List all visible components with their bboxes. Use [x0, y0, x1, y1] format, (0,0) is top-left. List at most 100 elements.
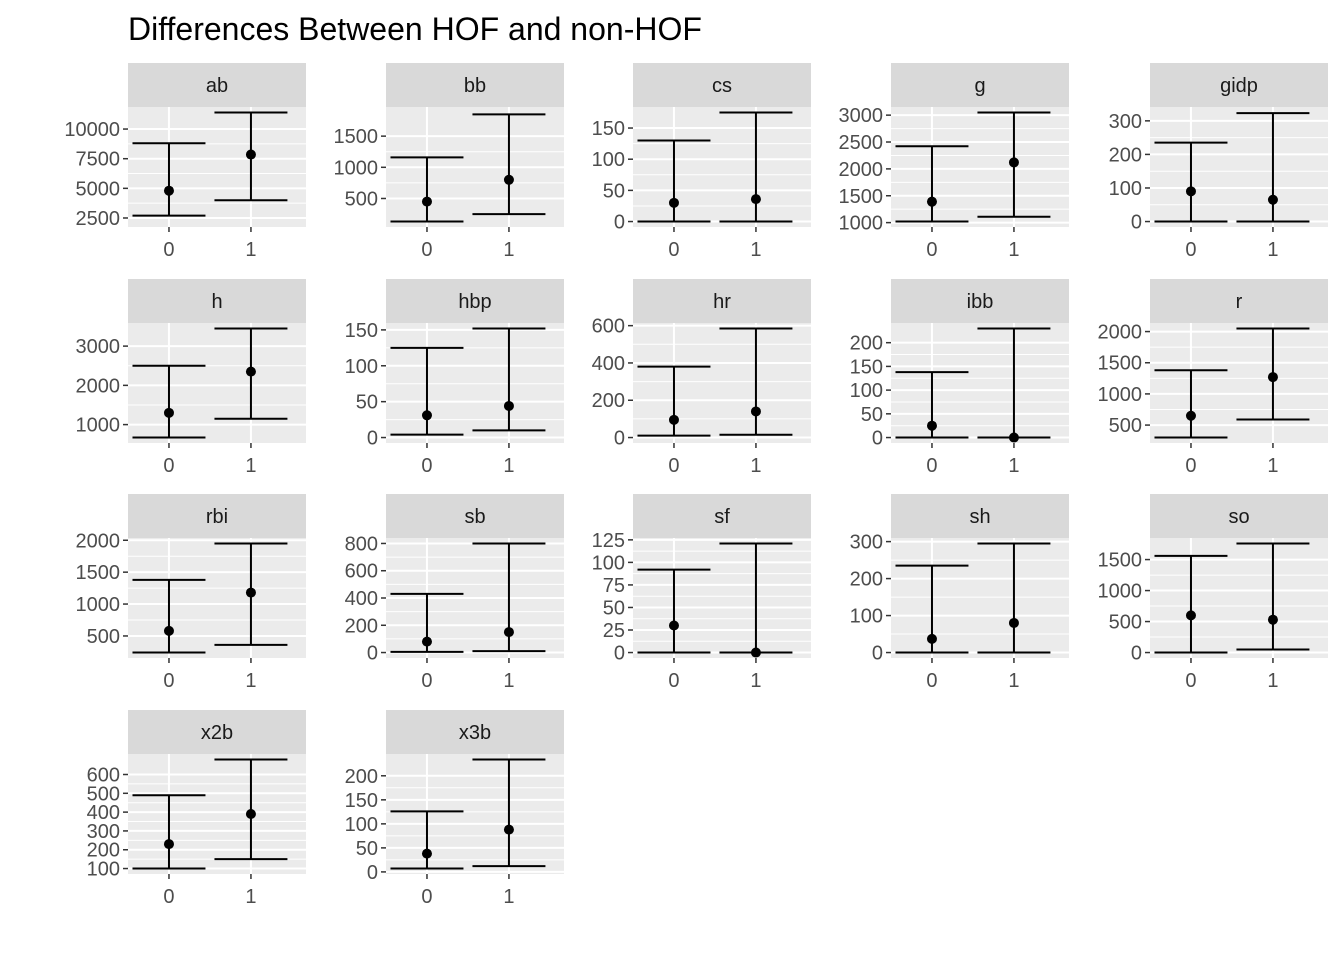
y-tick-label: 1000 — [839, 213, 884, 235]
panel-background — [1150, 107, 1328, 227]
y-tick-label: 3000 — [76, 336, 121, 358]
strip-label-ab: ab — [206, 75, 228, 97]
x-tick-label: 0 — [926, 670, 937, 692]
mean-point — [926, 633, 937, 644]
strip-label-h: h — [211, 291, 222, 313]
y-tick-label: 0 — [614, 643, 625, 665]
y-tick-label: 500 — [345, 188, 378, 210]
y-tick-label: 1500 — [1098, 550, 1143, 572]
y-tick-label: 100 — [87, 859, 120, 881]
y-tick-label: 7500 — [76, 149, 121, 171]
mean-point — [245, 587, 256, 598]
y-tick-label: 3000 — [839, 105, 884, 127]
x-tick-label: 0 — [926, 455, 937, 477]
strip-label-bb: bb — [464, 75, 486, 97]
facet-panel-r: r 500 1000 1500 2000 0 1 — [1098, 279, 1328, 477]
panel-background — [891, 323, 1069, 443]
panel-background — [128, 538, 306, 658]
y-tick-label: 400 — [345, 588, 378, 610]
x-tick-label: 0 — [1185, 239, 1196, 261]
facet-panel-cs: cs 0 50 100 150 0 1 — [592, 63, 811, 261]
x-tick-label: 1 — [503, 670, 514, 692]
x-tick-label: 1 — [750, 670, 761, 692]
facet-panel-sh: sh 0 100 200 300 0 1 — [850, 494, 1069, 692]
mean-point — [503, 824, 514, 835]
x-tick-label: 1 — [245, 455, 256, 477]
panel-background — [633, 107, 811, 227]
y-tick-label: 200 — [850, 569, 883, 591]
y-tick-label: 800 — [345, 533, 378, 555]
y-tick-label: 600 — [87, 765, 120, 787]
x-tick-label: 1 — [1267, 670, 1278, 692]
y-tick-label: 1500 — [76, 562, 121, 584]
y-tick-label: 2500 — [839, 132, 884, 154]
y-tick-label: 1500 — [334, 126, 379, 148]
strip-label-sf: sf — [714, 506, 730, 528]
y-tick-label: 0 — [367, 643, 378, 665]
strip-label-so: so — [1228, 506, 1249, 528]
y-tick-label: 0 — [1131, 643, 1142, 665]
y-tick-label: 5000 — [76, 178, 121, 200]
strip-hbp — [386, 279, 564, 323]
mean-point — [1267, 194, 1278, 205]
mean-point — [668, 414, 679, 425]
y-tick-label: 50 — [603, 180, 625, 202]
strip-rbi — [128, 494, 306, 538]
panel-background — [128, 754, 306, 874]
y-tick-label: 1000 — [1098, 384, 1143, 406]
strip-so — [1150, 494, 1328, 538]
x-tick-label: 0 — [668, 455, 679, 477]
y-tick-label: 25 — [603, 620, 625, 642]
y-tick-label: 300 — [850, 532, 883, 554]
strip-ibb — [891, 279, 1069, 323]
x-tick-label: 0 — [421, 239, 432, 261]
y-tick-label: 100 — [850, 606, 883, 628]
x-tick-label: 0 — [421, 670, 432, 692]
y-tick-label: 50 — [603, 597, 625, 619]
y-tick-label: 75 — [603, 575, 625, 597]
mean-point — [1008, 432, 1019, 443]
y-tick-label: 50 — [861, 404, 883, 426]
strip-sh — [891, 494, 1069, 538]
y-tick-label: 200 — [345, 766, 378, 788]
y-tick-label: 1000 — [76, 594, 121, 616]
y-tick-label: 0 — [367, 428, 378, 450]
x-tick-label: 0 — [668, 670, 679, 692]
panel-background — [1150, 538, 1328, 658]
panel-background — [386, 754, 564, 874]
y-tick-label: 500 — [87, 626, 120, 648]
x-tick-label: 0 — [926, 239, 937, 261]
y-tick-label: 1500 — [839, 186, 884, 208]
x-tick-label: 0 — [668, 239, 679, 261]
y-tick-label: 400 — [87, 802, 120, 824]
facet-panel-g: g 1000 1500 2000 2500 3000 0 1 — [839, 63, 1069, 261]
facet-panel-sb: sb 0 200 400 600 800 0 1 — [345, 494, 564, 692]
y-tick-label: 2000 — [76, 530, 121, 552]
x-tick-label: 0 — [1185, 670, 1196, 692]
mean-point — [1008, 157, 1019, 168]
chart-title: Differences Between HOF and non-HOF — [128, 11, 702, 47]
mean-point — [668, 197, 679, 208]
x-tick-label: 1 — [503, 886, 514, 908]
panel-background — [633, 538, 811, 658]
y-tick-label: 300 — [87, 821, 120, 843]
mean-point — [1008, 617, 1019, 628]
facet-panel-hbp: hbp 0 50 100 150 0 1 — [345, 279, 564, 477]
strip-label-r: r — [1236, 291, 1243, 313]
strip-gidp — [1150, 63, 1328, 107]
strip-hr — [633, 279, 811, 323]
panel-background — [1150, 323, 1328, 443]
x-tick-label: 1 — [1008, 670, 1019, 692]
mean-point — [1185, 410, 1196, 421]
y-tick-label: 0 — [872, 428, 883, 450]
strip-label-gidp: gidp — [1220, 75, 1258, 97]
y-tick-label: 150 — [850, 356, 883, 378]
y-tick-label: 400 — [592, 353, 625, 375]
mean-point — [421, 848, 432, 859]
y-tick-label: 1000 — [334, 157, 379, 179]
mean-point — [421, 196, 432, 207]
x-tick-label: 1 — [245, 670, 256, 692]
